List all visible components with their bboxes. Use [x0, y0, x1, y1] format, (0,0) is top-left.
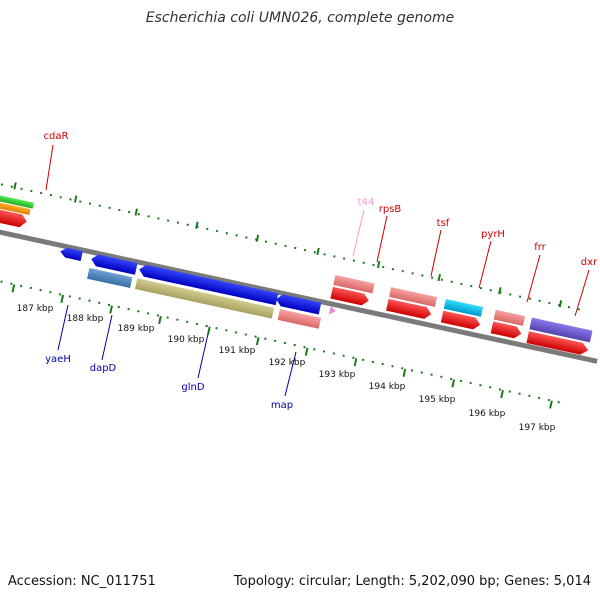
gene-label-dapD: dapD — [90, 363, 117, 374]
gene-arrow-red — [440, 310, 481, 330]
gene-block-orange — [0, 196, 31, 216]
scale-label: 189 kbp — [118, 324, 155, 334]
scale-label: 197 kbp — [519, 423, 556, 433]
gene-arrow-red — [0, 203, 27, 228]
gene-label-yaeH: yaeH — [45, 354, 71, 365]
gene-arrow-blue — [139, 264, 279, 306]
gene-label-tsf: tsf — [437, 218, 450, 229]
gene-arrow-red — [490, 321, 522, 339]
scale-label: 191 kbp — [219, 346, 256, 356]
scale-label: 188 kbp — [67, 314, 104, 324]
inner-tick-scale — [0, 265, 568, 406]
accession-label: Accession: NC_011751 — [8, 574, 156, 589]
genome-backbone — [0, 215, 598, 364]
gene-block-pink — [333, 275, 375, 294]
gene-label-rpsB: rpsB — [379, 204, 402, 215]
genome-summary-label: Topology: circular; Length: 5,202,090 bp… — [233, 574, 591, 589]
gene-arrow-red — [330, 286, 369, 306]
gene-label-glnD: glnD — [181, 382, 204, 393]
gene-arrow-blue — [91, 254, 138, 275]
gene-label-frr: frr — [534, 242, 546, 253]
map-title: Escherichia coli UMN026, complete genome — [145, 10, 455, 26]
gene-block-green — [0, 189, 34, 209]
gene-arrow-blue — [276, 294, 322, 315]
gene-arrow-pink-small — [328, 305, 336, 315]
inner-major-ticks — [11, 284, 553, 409]
bottom-leader-lines — [57, 304, 297, 397]
scale-label: 190 kbp — [168, 335, 205, 345]
scale-label: 193 kbp — [319, 370, 356, 380]
outer-tick-scale — [0, 172, 588, 313]
gene-block-cyan — [443, 298, 484, 317]
gene-arrow-red — [386, 298, 432, 319]
scale-label: 195 kbp — [419, 395, 456, 405]
outer-major-ticks — [13, 182, 563, 308]
gene-label-dxr: dxr — [581, 257, 598, 268]
scale-label: 196 kbp — [469, 409, 506, 419]
gene-label-map: map — [271, 400, 293, 411]
gene-block-olive — [134, 278, 275, 319]
gene-block-pink — [389, 287, 438, 307]
gene-label-cdaR: cdaR — [44, 131, 69, 142]
gene-block-pink — [277, 309, 322, 329]
scale-label: 194 kbp — [369, 382, 406, 392]
gene-block-purple — [529, 317, 593, 343]
top-leader-lines — [45, 144, 590, 317]
gene-arrow-red — [526, 331, 589, 355]
scale-label: 192 kbp — [269, 358, 306, 368]
scale-label: 187 kbp — [17, 304, 54, 314]
gene-block-pink — [493, 309, 526, 326]
gene-label-t44: t44 — [358, 197, 375, 208]
gene-arrow-blue — [60, 247, 83, 261]
gene-label-pyrH: pyrH — [481, 229, 505, 240]
gene-block-steelblue — [87, 267, 133, 288]
